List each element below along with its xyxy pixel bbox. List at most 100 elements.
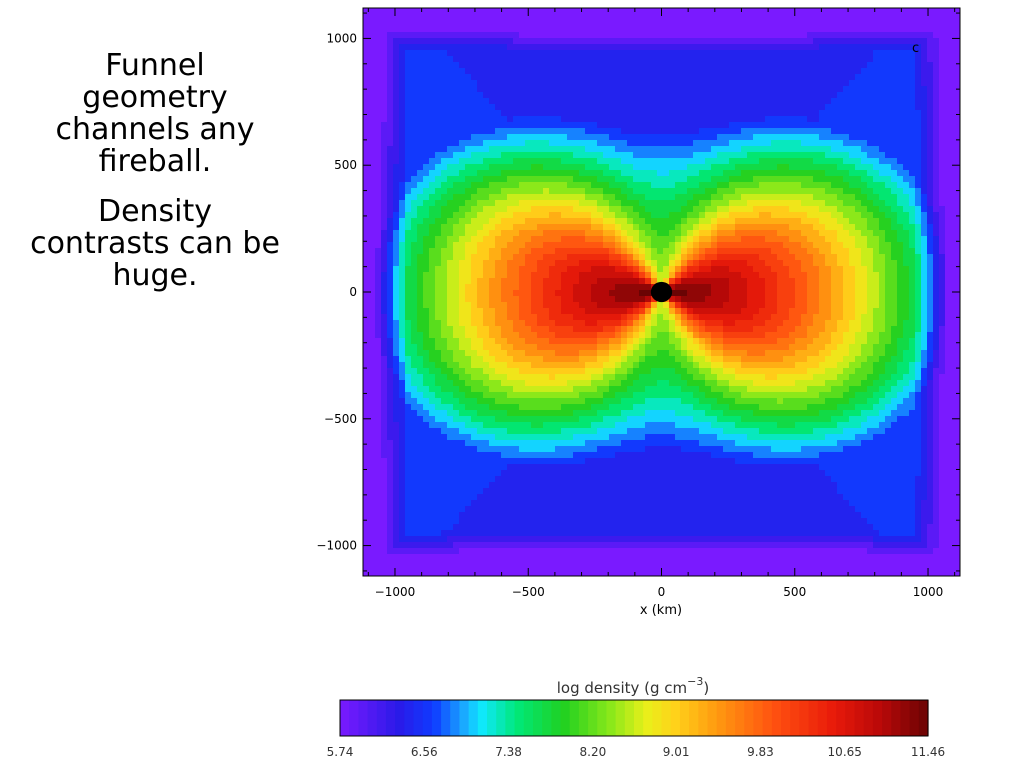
heatmap-cell	[687, 236, 694, 243]
heatmap-cell	[441, 50, 448, 57]
heatmap-cell	[513, 272, 520, 279]
heatmap-cell	[723, 272, 730, 279]
heatmap-cell	[405, 56, 412, 63]
heatmap-cell	[945, 134, 952, 141]
heatmap-cell	[687, 8, 694, 15]
heatmap-cell	[735, 38, 742, 45]
heatmap-cell	[723, 230, 730, 237]
heatmap-cell	[675, 158, 682, 165]
heatmap-cell	[393, 146, 400, 153]
heatmap-cell	[549, 86, 556, 93]
heatmap-cell	[687, 290, 694, 297]
heatmap-cell	[489, 272, 496, 279]
heatmap-cell	[459, 170, 466, 177]
heatmap-cell	[699, 14, 706, 21]
heatmap-cell	[459, 86, 466, 93]
heatmap-cell	[693, 188, 700, 195]
heatmap-cell	[891, 50, 898, 57]
heatmap-cell	[531, 194, 538, 201]
heatmap-cell	[609, 152, 616, 159]
heatmap-cell	[405, 272, 412, 279]
heatmap-cell	[801, 146, 808, 153]
heatmap-cell	[591, 212, 598, 219]
heatmap-cell	[567, 152, 574, 159]
heatmap-cell	[687, 140, 694, 147]
heatmap-cell	[375, 98, 382, 105]
heatmap-cell	[825, 104, 832, 111]
heatmap-cell	[435, 116, 442, 123]
heatmap-cell	[441, 284, 448, 291]
heatmap-cell	[837, 92, 844, 99]
heatmap-cell	[579, 170, 586, 177]
heatmap-cell	[363, 200, 370, 207]
heatmap-cell	[489, 38, 496, 45]
heatmap-cell	[807, 158, 814, 165]
heatmap-cell	[753, 212, 760, 219]
heatmap-cell	[747, 62, 754, 69]
heatmap-cell	[459, 218, 466, 225]
heatmap-cell	[921, 170, 928, 177]
heatmap-cell	[729, 290, 736, 297]
heatmap-cell	[867, 272, 874, 279]
heatmap-cell	[927, 14, 934, 21]
heatmap-cell	[771, 68, 778, 75]
heatmap-cell	[915, 32, 922, 39]
heatmap-cell	[921, 14, 928, 21]
heatmap-cell	[369, 56, 376, 63]
heatmap-cell	[771, 242, 778, 249]
heatmap-cell	[927, 290, 934, 297]
heatmap-cell	[861, 236, 868, 243]
heatmap-cell	[633, 128, 640, 135]
heatmap-cell	[663, 68, 670, 75]
heatmap-cell	[945, 14, 952, 21]
heatmap-cell	[531, 116, 538, 123]
heatmap-cell	[369, 278, 376, 285]
heatmap-cell	[633, 212, 640, 219]
heatmap-cell	[813, 26, 820, 33]
heatmap-cell	[459, 20, 466, 27]
heatmap-cell	[831, 278, 838, 285]
heatmap-cell	[897, 290, 904, 297]
heatmap-cell	[489, 200, 496, 207]
heatmap-cell	[453, 230, 460, 237]
heatmap-cell	[915, 140, 922, 147]
heatmap-cell	[639, 44, 646, 51]
heatmap-cell	[465, 38, 472, 45]
heatmap-cell	[789, 14, 796, 21]
heatmap-cell	[537, 134, 544, 141]
heatmap-cell	[411, 146, 418, 153]
heatmap-cell	[393, 230, 400, 237]
heatmap-cell	[639, 86, 646, 93]
heatmap-cell	[903, 110, 910, 117]
heatmap-cell	[363, 110, 370, 117]
heatmap-cell	[615, 290, 622, 297]
heatmap-cell	[615, 74, 622, 81]
heatmap-cell	[381, 98, 388, 105]
heatmap-cell	[621, 176, 628, 183]
heatmap-cell	[393, 206, 400, 213]
heatmap-cell	[825, 140, 832, 147]
heatmap-cell	[405, 80, 412, 87]
heatmap-cell	[765, 272, 772, 279]
heatmap-cell	[489, 74, 496, 81]
heatmap-cell	[423, 44, 430, 51]
heatmap-cell	[609, 50, 616, 57]
heatmap-cell	[507, 56, 514, 63]
heatmap-cell	[711, 92, 718, 99]
heatmap-cell	[531, 104, 538, 111]
heatmap-cell	[669, 224, 676, 231]
heatmap-cell	[747, 272, 754, 279]
heatmap-cell	[801, 122, 808, 129]
heatmap-cell	[399, 278, 406, 285]
heatmap-cell	[861, 140, 868, 147]
heatmap-cell	[651, 200, 658, 207]
heatmap-cell	[537, 158, 544, 165]
heatmap-cell	[501, 62, 508, 69]
heatmap-cell	[843, 164, 850, 171]
heatmap-cell	[681, 20, 688, 27]
heatmap-cell	[609, 134, 616, 141]
heatmap-cell	[585, 212, 592, 219]
heatmap-cell	[369, 272, 376, 279]
heatmap-cell	[945, 218, 952, 225]
slide-paragraph-1: Funnel geometry channels any fireball.	[55, 48, 255, 179]
